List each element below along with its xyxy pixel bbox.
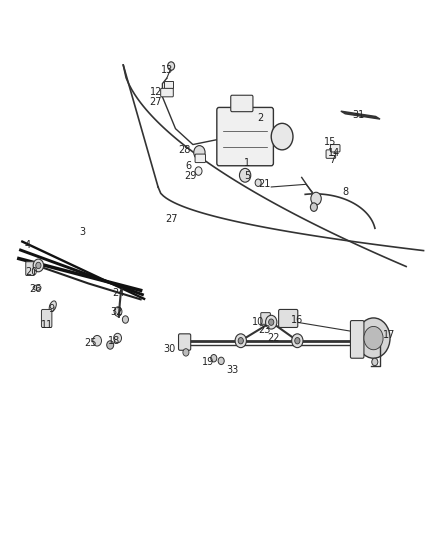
FancyBboxPatch shape	[164, 82, 173, 88]
Text: 5: 5	[244, 172, 251, 181]
Text: 3: 3	[79, 227, 85, 237]
Circle shape	[114, 333, 121, 343]
Text: 11: 11	[41, 320, 53, 330]
Circle shape	[292, 334, 303, 348]
Circle shape	[268, 319, 274, 325]
Text: 25: 25	[85, 338, 97, 349]
Circle shape	[114, 307, 122, 317]
Text: 14: 14	[328, 148, 340, 158]
Text: 4: 4	[25, 240, 31, 251]
Text: 24: 24	[113, 288, 125, 298]
FancyBboxPatch shape	[350, 320, 364, 358]
Text: 32: 32	[110, 306, 123, 317]
Circle shape	[93, 335, 102, 346]
FancyBboxPatch shape	[231, 95, 253, 112]
FancyBboxPatch shape	[195, 154, 205, 163]
Text: 8: 8	[342, 187, 348, 197]
Circle shape	[238, 337, 244, 344]
FancyBboxPatch shape	[330, 144, 340, 152]
Text: 13: 13	[161, 66, 173, 75]
Text: 19: 19	[202, 357, 214, 367]
Circle shape	[240, 168, 251, 182]
Text: 21: 21	[258, 179, 271, 189]
Circle shape	[235, 334, 247, 348]
FancyBboxPatch shape	[279, 310, 298, 327]
Text: 10: 10	[252, 317, 264, 327]
Circle shape	[364, 326, 383, 350]
Text: 2: 2	[257, 113, 264, 123]
FancyBboxPatch shape	[261, 313, 270, 324]
Text: 26: 26	[29, 284, 42, 294]
Circle shape	[122, 316, 128, 323]
Text: 16: 16	[291, 314, 304, 325]
Ellipse shape	[33, 285, 41, 290]
Circle shape	[295, 337, 300, 344]
Circle shape	[265, 316, 277, 329]
Text: 28: 28	[178, 145, 191, 155]
Text: 7: 7	[329, 156, 335, 165]
FancyBboxPatch shape	[42, 310, 52, 327]
FancyBboxPatch shape	[217, 108, 273, 166]
Text: 31: 31	[352, 110, 364, 120]
Circle shape	[218, 357, 224, 365]
Text: 33: 33	[226, 365, 238, 375]
Text: 27: 27	[165, 214, 177, 224]
Text: 15: 15	[324, 137, 336, 147]
Text: 18: 18	[109, 336, 121, 346]
Circle shape	[183, 349, 189, 356]
Circle shape	[271, 123, 293, 150]
Text: 29: 29	[184, 172, 197, 181]
Circle shape	[372, 358, 378, 366]
Text: 23: 23	[258, 325, 271, 335]
Ellipse shape	[49, 301, 57, 312]
Circle shape	[107, 341, 114, 349]
Circle shape	[311, 203, 318, 212]
Text: 27: 27	[150, 97, 162, 107]
Circle shape	[211, 354, 217, 362]
Text: 12: 12	[150, 86, 162, 96]
Circle shape	[194, 146, 205, 159]
FancyBboxPatch shape	[26, 262, 35, 276]
Circle shape	[36, 262, 41, 269]
Text: 22: 22	[267, 333, 279, 343]
Polygon shape	[341, 111, 380, 119]
Text: 6: 6	[185, 161, 191, 171]
Text: 9: 9	[48, 304, 54, 314]
FancyBboxPatch shape	[326, 150, 336, 158]
Text: 1: 1	[244, 158, 251, 168]
Text: 20: 20	[26, 267, 38, 277]
Text: 17: 17	[382, 330, 395, 341]
Text: 30: 30	[163, 344, 175, 354]
FancyBboxPatch shape	[161, 88, 173, 97]
Circle shape	[168, 62, 175, 70]
Circle shape	[357, 318, 390, 358]
Circle shape	[195, 167, 202, 175]
FancyBboxPatch shape	[179, 334, 191, 350]
Circle shape	[33, 259, 44, 272]
Circle shape	[311, 192, 321, 205]
Circle shape	[255, 179, 261, 187]
